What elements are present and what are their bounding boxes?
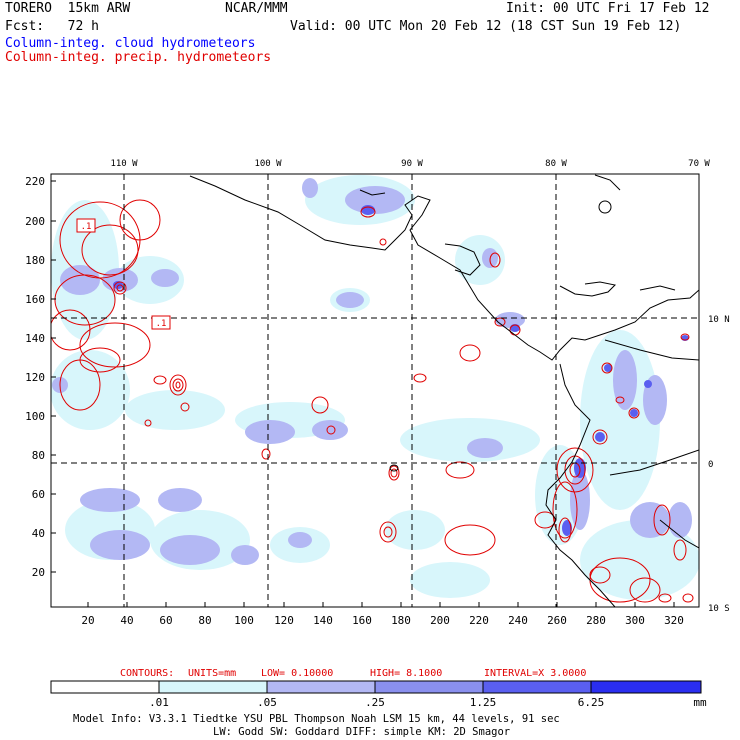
lon-label: 70 W <box>688 159 710 169</box>
x-tick: 240 <box>508 614 528 627</box>
y-tick: 160 <box>25 293 45 306</box>
model-info-line1: Model Info: V3.3.1 Tiedtke YSU PBL Thomp… <box>73 713 560 725</box>
x-tick: 40 <box>120 614 133 627</box>
x-tick: 160 <box>352 614 372 627</box>
contour-units: UNITS=mm <box>188 668 236 679</box>
colorbar <box>50 680 702 694</box>
lon-label: 90 W <box>401 159 423 169</box>
colorbar-label: .25 <box>365 696 385 709</box>
y-tick: 60 <box>32 488 45 501</box>
y-tick: 180 <box>25 254 45 267</box>
x-tick: 20 <box>81 614 94 627</box>
y-tick: 220 <box>25 175 45 188</box>
model-info-line2: LW: Godd SW: Goddard DIFF: simple KM: 2D… <box>213 726 510 738</box>
cloud-field-label: Column-integ. cloud hydrometeors <box>5 36 256 51</box>
colorbar-labels: .01 .05 .25 1.25 6.25 mm <box>149 696 707 709</box>
y-tick: 40 <box>32 527 45 540</box>
x-tick: 260 <box>547 614 567 627</box>
colorbar-label: 6.25 <box>578 696 605 709</box>
organization: NCAR/MMM <box>225 1 288 16</box>
x-tick: 320 <box>664 614 684 627</box>
cloud-fill-medium <box>52 178 692 565</box>
y-tick: 140 <box>25 332 45 345</box>
model-name: TORERO 15km ARW <box>5 1 131 16</box>
coastlines <box>189 174 699 607</box>
x-tick: 200 <box>430 614 450 627</box>
x-tick: 300 <box>625 614 645 627</box>
map-frame <box>50 173 700 608</box>
y-tick: 80 <box>32 449 45 462</box>
cloud-fill-dense <box>113 205 689 536</box>
precip-field-label: Column-integ. precip. hydrometeors <box>5 50 272 65</box>
colorbar-label: 1.25 <box>470 696 497 709</box>
x-tick: 100 <box>234 614 254 627</box>
init-time: Init: 00 UTC Fri 17 Feb 12 <box>506 1 710 16</box>
contour-interval: INTERVAL=X 3.0000 <box>484 668 586 679</box>
index-ticks <box>51 180 675 607</box>
x-index-labels: 20 40 60 80 100 120 140 160 180 200 220 … <box>81 614 684 627</box>
y-tick: 100 <box>25 410 45 423</box>
colorbar-unit: mm <box>693 696 707 709</box>
lon-label: 80 W <box>545 159 567 169</box>
colorbar-label: .05 <box>257 696 277 709</box>
valid-time: Valid: 00 UTC Mon 20 Feb 12 (18 CST Sun … <box>290 19 682 34</box>
contour-label-boxes: .1 .1 <box>76 218 171 330</box>
map-field <box>51 174 699 607</box>
forecast-hour: Fcst: 72 h <box>5 19 99 34</box>
latitude-labels: 10 N 0 10 S <box>708 315 730 614</box>
contour-info: CONTOURS: UNITS=mm LOW= 0.10000 HIGH= 8.… <box>120 668 586 679</box>
contour-low: LOW= 0.10000 <box>261 668 333 679</box>
contour-box-label: .1 <box>81 222 92 232</box>
lon-label: 110 W <box>110 159 138 169</box>
contour-box-label: .1 <box>156 319 167 329</box>
x-tick: 180 <box>391 614 411 627</box>
latlon-grid <box>51 174 699 607</box>
y-tick: 20 <box>32 566 45 579</box>
x-tick: 140 <box>313 614 333 627</box>
x-tick: 120 <box>274 614 294 627</box>
x-tick: 220 <box>469 614 489 627</box>
x-tick: 60 <box>159 614 172 627</box>
lat-label: 10 S <box>708 604 730 614</box>
precip-contours <box>51 199 694 603</box>
contour-high: HIGH= 8.1000 <box>370 668 442 679</box>
y-index-labels: 220 200 180 160 140 120 100 80 60 40 20 <box>25 175 45 579</box>
lat-label: 10 N <box>708 315 730 325</box>
y-tick: 200 <box>25 215 45 228</box>
contour-prefix: CONTOURS: <box>120 668 174 679</box>
colorbar-label: .01 <box>149 696 169 709</box>
x-tick: 80 <box>198 614 211 627</box>
lon-label: 100 W <box>254 159 282 169</box>
footer: Model Info: V3.3.1 Tiedtke YSU PBL Thomp… <box>73 713 560 738</box>
longitude-labels: 110 W 100 W 90 W 80 W 70 W <box>110 159 710 169</box>
x-tick: 280 <box>586 614 606 627</box>
lat-label: 0 <box>708 460 713 470</box>
cloud-fill-light <box>51 175 699 600</box>
y-tick: 120 <box>25 371 45 384</box>
